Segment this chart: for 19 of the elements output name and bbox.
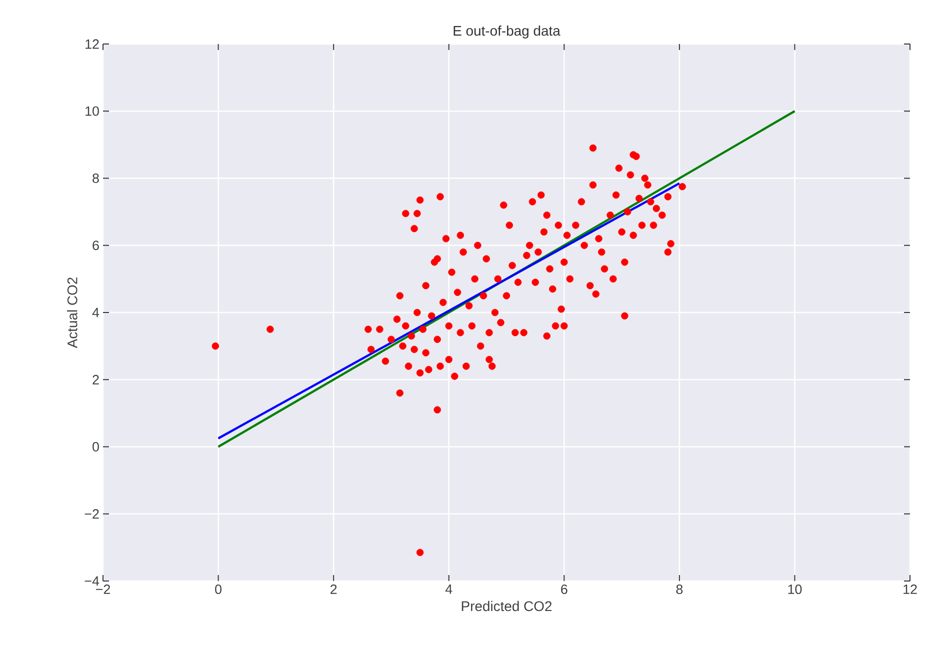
- x-tick-label: 10: [788, 584, 802, 594]
- x-tick-label: 6: [561, 584, 568, 594]
- chart-title: E out-of-bag data: [454, 25, 560, 38]
- y-tick-label: 6: [92, 240, 99, 250]
- y-tick-label: −4: [84, 576, 100, 586]
- y-tick-label: 10: [86, 106, 99, 116]
- y-tick-label: 0: [92, 442, 99, 452]
- x-axis-title: Predicted CO2: [462, 600, 552, 612]
- x-tick-label: 4: [445, 584, 452, 594]
- y-axis-title: Actual CO2: [67, 278, 78, 348]
- y-tick-label: −2: [84, 509, 99, 519]
- y-tick-label: 8: [92, 173, 99, 183]
- x-tick-label: 2: [330, 584, 337, 594]
- y-tick-label: 12: [86, 39, 99, 49]
- x-tick-label: 8: [676, 584, 683, 594]
- y-tick-label: 4: [92, 308, 100, 318]
- y-tick-label: 2: [92, 374, 99, 384]
- x-tick-label: 12: [904, 584, 917, 594]
- x-tick-label: 0: [215, 584, 222, 594]
